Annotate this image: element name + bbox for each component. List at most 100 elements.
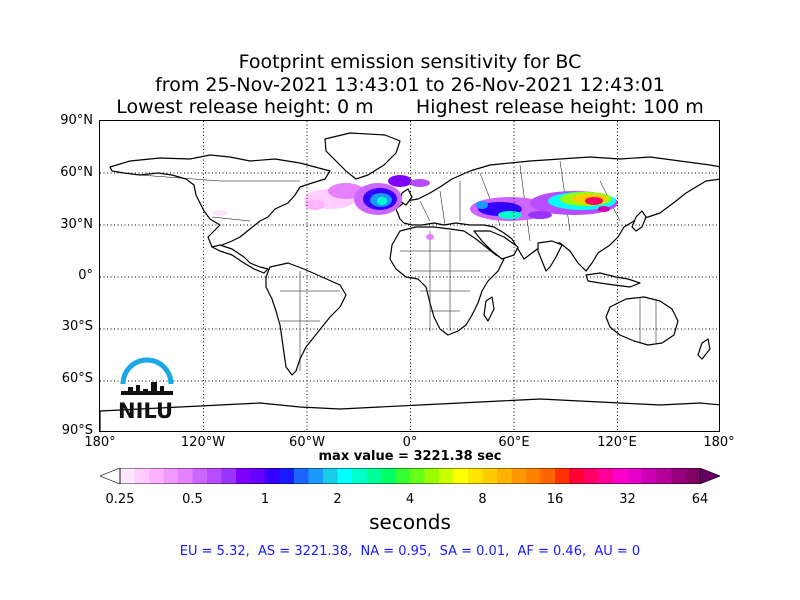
antarctica-outline <box>100 398 719 431</box>
plume-patch <box>498 211 522 219</box>
colorbar-segment <box>352 468 368 484</box>
lon-label-60e: 60°E <box>498 435 530 450</box>
colorbar-segment <box>395 468 411 484</box>
plume-patch <box>410 179 430 187</box>
lon-label-120e: 120°E <box>597 435 637 450</box>
colorbar-segment <box>410 468 426 484</box>
lat-label-60s: 60°S <box>61 371 93 386</box>
central-america-outline <box>211 244 269 274</box>
australia-outline <box>605 296 679 346</box>
africa-outline <box>389 226 505 336</box>
colorbar-tick-label: 0.25 <box>105 492 135 507</box>
colorbar-segment <box>685 468 701 484</box>
lat-label-60n: 60°N <box>60 165 93 180</box>
border-usa-mexico <box>211 216 251 222</box>
colorbar-segment <box>526 468 542 484</box>
lon-label-180w: 180° <box>84 435 116 450</box>
madagascar-outline <box>483 296 495 322</box>
south-america-outline <box>265 262 347 376</box>
lat-label-0: 0° <box>78 268 93 283</box>
colorbar-over-arrow <box>699 468 720 484</box>
colorbar-segment <box>627 468 643 484</box>
plume-patch <box>585 197 603 205</box>
colorbar-segment <box>120 468 136 484</box>
plume-patch <box>528 211 552 219</box>
colorbar-segment <box>308 468 324 484</box>
colorbar-tick-label: 64 <box>691 492 709 507</box>
colorbar-segment <box>642 468 658 484</box>
colorbar-segment <box>337 468 353 484</box>
colorbar-segment <box>497 468 513 484</box>
plume-patch <box>212 210 228 216</box>
colorbar-segment <box>584 468 600 484</box>
colorbar-segment <box>250 468 266 484</box>
plume-patch <box>426 234 434 240</box>
colorbar-segment <box>555 468 571 484</box>
max-value-label: max value = 3221.38 sec <box>318 449 502 464</box>
colorbar-segment <box>366 468 382 484</box>
colorbar-tick-label: 2 <box>333 492 342 507</box>
lon-label-60w: 60°W <box>289 435 325 450</box>
colorbar-segment <box>134 468 150 484</box>
colorbar-segment <box>453 468 469 484</box>
map-panel <box>99 120 720 432</box>
colorbar-tick-label: 4 <box>405 492 415 507</box>
world-map <box>100 121 719 431</box>
colorbar-segment <box>279 468 295 484</box>
colorbar-segment <box>482 468 498 484</box>
colorbar-segment <box>178 468 194 484</box>
colorbar-segment <box>439 468 455 484</box>
plume-patch <box>377 197 387 205</box>
greenland-outline <box>324 132 401 180</box>
colorbar-segment <box>221 468 237 484</box>
colorbar-units-label: seconds <box>369 510 451 534</box>
border-africa <box>400 231 490 331</box>
new-zealand-outline <box>697 338 711 360</box>
nilu-logo-icon <box>120 357 174 395</box>
border-australia <box>639 297 657 343</box>
lat-label-30n: 30°N <box>60 217 93 232</box>
indonesia-outline <box>585 272 641 288</box>
plot-title-line-3: Lowest release height: 0 m Highest relea… <box>116 96 704 118</box>
lon-label-180e: 180° <box>703 435 735 450</box>
border-south-america <box>280 271 340 371</box>
japan-outline <box>631 210 647 232</box>
lon-label-120w: 120°W <box>180 435 226 450</box>
colorbar-segment <box>192 468 208 484</box>
plot-title-line-2: from 25-Nov-2021 13:43:01 to 26-Nov-2021… <box>155 74 665 96</box>
india-outline <box>537 240 563 272</box>
region-stats-text: EU = 5.32, AS = 3221.38, NA = 0.95, SA =… <box>179 544 641 559</box>
colorbar-tick-label: 1 <box>260 492 270 507</box>
colorbar-segment <box>149 468 165 484</box>
lat-label-90s: 90°S <box>61 423 93 438</box>
colorbar-segment <box>511 468 527 484</box>
colorbar-segment <box>381 468 397 484</box>
colorbar-segment <box>569 468 585 484</box>
colorbar-segment <box>598 468 614 484</box>
colorbar-segment <box>468 468 484 484</box>
plume-patch <box>476 201 488 209</box>
plume-patch <box>305 200 325 210</box>
north-america-outline <box>109 154 331 248</box>
lat-label-30s: 30°S <box>61 319 93 334</box>
colorbar-tick-label: 16 <box>546 492 564 507</box>
colorbar-segment <box>294 468 310 484</box>
nilu-logo-text: NILU <box>118 399 174 423</box>
colorbar-segment <box>236 468 252 484</box>
colorbar-segment <box>613 468 629 484</box>
colorbar <box>100 468 720 484</box>
colorbar-segment <box>671 468 687 484</box>
colorbar-tick-label: 0.5 <box>182 492 203 507</box>
border-usa-canada <box>139 174 300 182</box>
lat-label-90n: 90°N <box>60 113 93 128</box>
colorbar-segment <box>323 468 339 484</box>
plume-patch <box>598 206 610 212</box>
colorbar-tick-label: 32 <box>619 492 636 507</box>
colorbar-tick-label: 8 <box>478 492 487 507</box>
colorbar-segment <box>163 468 179 484</box>
lon-label-0: 0° <box>402 435 418 450</box>
plume-patch <box>388 175 412 187</box>
colorbar-segment <box>207 468 223 484</box>
colorbar-segment <box>265 468 281 484</box>
colorbar-segment <box>656 468 672 484</box>
